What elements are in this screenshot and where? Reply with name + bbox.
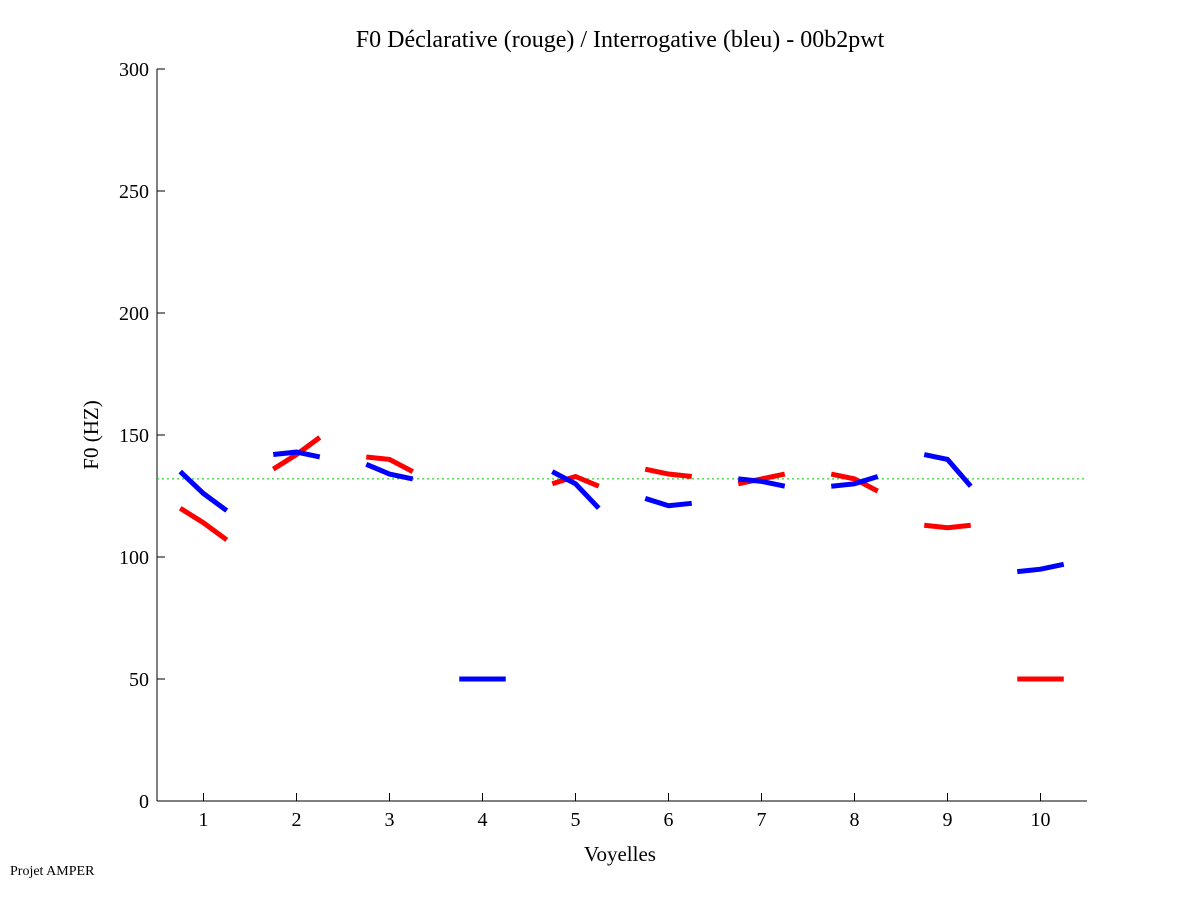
declarative-segment-5 xyxy=(551,473,600,489)
x-tick-label: 8 xyxy=(850,809,860,831)
y-tick-label: 250 xyxy=(119,181,149,203)
declarative-segment-1 xyxy=(178,506,229,542)
y-tick-label: 50 xyxy=(129,669,149,691)
declarative-segment-8 xyxy=(830,471,879,494)
interrogative-segment-3 xyxy=(365,461,414,482)
x-tick-label: 10 xyxy=(1031,809,1051,831)
x-tick-label: 2 xyxy=(292,809,302,831)
interrogative-segment-1 xyxy=(178,469,229,513)
x-tick-label: 9 xyxy=(943,809,953,831)
x-tick-label: 4 xyxy=(478,809,488,831)
interrogative-segment-2 xyxy=(272,449,321,460)
interrogative-segment-7 xyxy=(737,476,786,489)
y-tick-label: 150 xyxy=(119,425,149,447)
y-tick-label: 0 xyxy=(139,791,149,813)
footer-credit: Projet AMPER xyxy=(10,864,95,879)
interrogative-segment-8 xyxy=(830,474,879,489)
interrogative-segment-6 xyxy=(644,496,693,509)
declarative-segment-3 xyxy=(365,454,414,474)
declarative-segment-9 xyxy=(923,522,972,531)
y-tick-label: 200 xyxy=(119,303,149,325)
x-tick-label: 1 xyxy=(199,809,209,831)
interrogative-segment-10 xyxy=(1016,561,1065,575)
x-tick-label: 5 xyxy=(571,809,581,831)
x-tick-label: 3 xyxy=(385,809,395,831)
y-tick-label: 300 xyxy=(119,59,149,81)
x-axis-label: Voyelles xyxy=(584,842,656,866)
x-tick-label: 6 xyxy=(664,809,674,831)
declarative-segment-6 xyxy=(644,466,693,479)
interrogative-segment-9 xyxy=(923,452,973,488)
chart-title: F0 Déclarative (rouge) / Interrogative (… xyxy=(356,27,885,53)
x-tick-label: 7 xyxy=(757,809,767,831)
y-axis-label: F0 (HZ) xyxy=(79,400,103,469)
interrogative-segment-5 xyxy=(551,469,601,510)
y-tick-label: 100 xyxy=(119,547,149,569)
